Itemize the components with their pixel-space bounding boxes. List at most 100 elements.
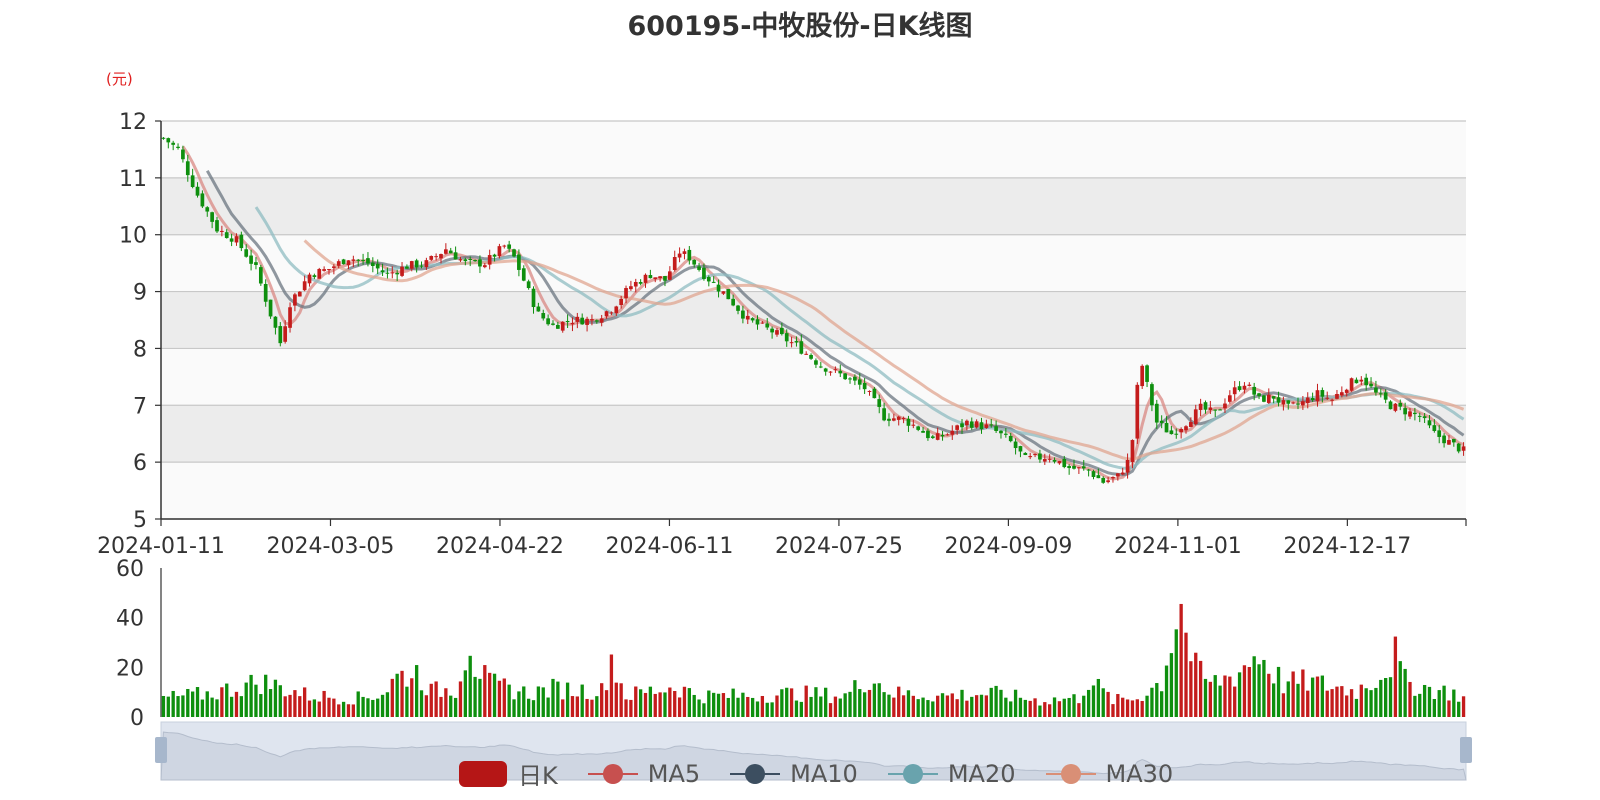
candle-body (1072, 465, 1076, 469)
slider-handle-left[interactable] (155, 737, 167, 763)
volume-tick-label: 0 (130, 706, 144, 731)
candle-body (1179, 428, 1183, 433)
volume-bar (200, 699, 205, 717)
volume-bar (307, 700, 312, 717)
volume-bar (444, 688, 448, 717)
date-tick-label: 2024-01-11 (97, 534, 225, 559)
volume-bar (780, 689, 784, 717)
candle-body (453, 252, 458, 260)
candle-body (482, 265, 487, 268)
slider-handle-right[interactable] (1460, 737, 1472, 763)
candle-body (1081, 466, 1086, 469)
volume-bar (673, 690, 677, 717)
volume-bar (1072, 694, 1076, 717)
dot-icon-shape (902, 763, 923, 784)
candle-body (356, 259, 361, 261)
legend-item-ma30[interactable]: MA30 (1045, 760, 1173, 788)
candle-body (969, 421, 974, 428)
volume-bar (259, 694, 263, 717)
candle-body (565, 320, 570, 323)
volume-bar (721, 693, 726, 717)
candle-body (1281, 400, 1286, 405)
volume-bar (215, 699, 219, 717)
volume-bar (750, 697, 755, 717)
volume-bar (916, 699, 920, 717)
date-tick-label: 2024-12-17 (1283, 534, 1411, 559)
legend-item-ma10[interactable]: MA10 (730, 760, 858, 788)
volume-bar (1194, 652, 1198, 717)
candle-body (1257, 393, 1261, 396)
volume-bar (707, 690, 711, 717)
candle-body (375, 263, 380, 269)
price-axis: 5 6 7 8 9 10 11 12 (119, 110, 1466, 533)
volume-bar (1135, 699, 1139, 717)
candle-body (205, 207, 210, 212)
legend-label: MA10 (790, 759, 858, 788)
volume-bar (1310, 677, 1315, 717)
volume-bar (1354, 698, 1359, 717)
volume-bar (1184, 632, 1188, 717)
candle-body (1301, 401, 1305, 406)
volume-bar (682, 686, 687, 717)
volume-bar (1330, 689, 1334, 717)
volume-bar (1228, 676, 1232, 717)
candle-body (444, 249, 448, 254)
candle-body (1262, 395, 1266, 402)
volume-bar (205, 691, 209, 717)
volume-bar (244, 682, 248, 717)
candle-body (677, 253, 682, 258)
candle-body (926, 430, 930, 439)
datazoom-slider[interactable] (155, 721, 1472, 781)
candle-body (1359, 379, 1364, 382)
volume-bar (833, 696, 838, 717)
candle-body (171, 142, 176, 145)
volume-bar (468, 655, 472, 717)
volume-bar (166, 696, 170, 717)
volume-bar (809, 696, 813, 717)
candle-body (779, 327, 784, 335)
candle-body (658, 276, 662, 279)
volume-bar (746, 696, 750, 717)
candle-body (784, 333, 789, 342)
candle-body (556, 324, 560, 329)
volume-bar (629, 699, 633, 717)
candle-body (283, 326, 288, 342)
date-tick-label: 2024-09-09 (944, 534, 1072, 559)
legend-item-ma20[interactable]: MA20 (887, 760, 1016, 788)
volume-tick-label: 40 (116, 607, 144, 632)
candle-body (1374, 387, 1378, 393)
volume-bar (1013, 689, 1018, 717)
volume-bar (234, 691, 239, 717)
candle-body (853, 376, 857, 381)
volume-bar (473, 676, 477, 717)
volume-bar (317, 701, 321, 717)
legend-item-日k[interactable]: 日K (458, 756, 558, 791)
candle-body (1296, 403, 1300, 405)
volume-bar (1237, 672, 1242, 717)
volume-bar (1457, 701, 1461, 717)
volume-bar (186, 688, 190, 717)
volume-bar (312, 699, 317, 717)
volume-bar (210, 697, 214, 717)
candle-body (507, 244, 512, 249)
candle-body (531, 288, 536, 308)
volume-bar (955, 699, 959, 717)
volume-bar (497, 680, 502, 717)
candle-body (1398, 402, 1403, 407)
volume-bar (351, 704, 355, 717)
volume-bar (653, 693, 657, 717)
volume-bar (575, 696, 579, 717)
candle-body (302, 281, 307, 291)
candle-body (755, 319, 760, 325)
volume-bar (1213, 675, 1217, 717)
dot-icon-shape (745, 763, 766, 784)
candle-body (594, 320, 599, 322)
candle-body (1247, 384, 1252, 386)
candle-body (210, 212, 214, 222)
volume-bar (1233, 686, 1237, 717)
candle-body (224, 232, 229, 239)
dot-icon-shape (1060, 763, 1081, 784)
legend-item-ma5[interactable]: MA5 (587, 760, 700, 788)
candle-body (1008, 435, 1013, 442)
